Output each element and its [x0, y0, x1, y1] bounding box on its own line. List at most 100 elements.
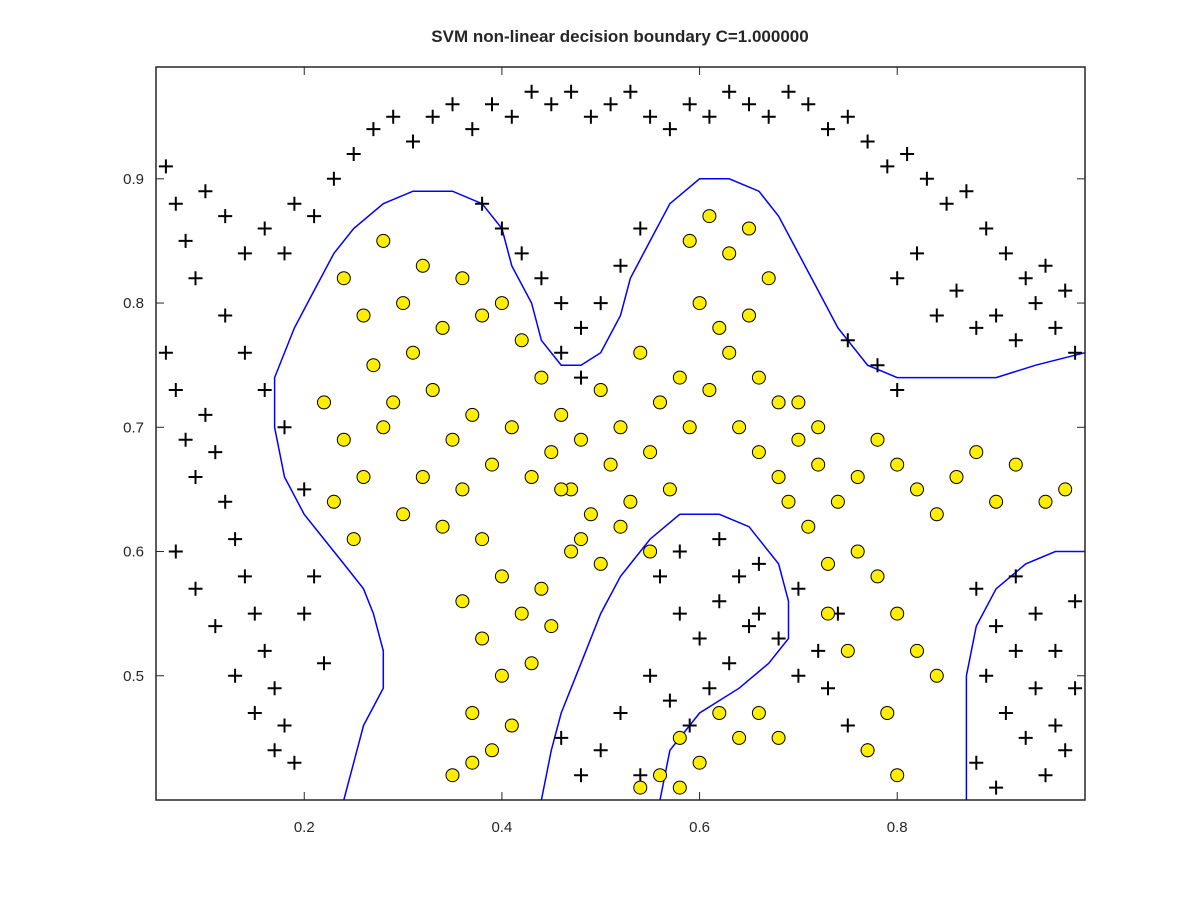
x-tick-label: 0.4 — [491, 819, 512, 836]
plus-marker — [277, 718, 292, 733]
plus-marker — [989, 780, 1004, 795]
circle-marker — [376, 420, 391, 435]
circle-marker — [494, 569, 509, 584]
circle-marker — [514, 606, 529, 621]
plus-marker — [682, 97, 697, 112]
plus-marker — [574, 768, 588, 783]
circle-marker — [801, 519, 816, 534]
circle-marker — [890, 606, 905, 621]
circle-marker — [465, 706, 480, 720]
circle-marker — [1058, 482, 1073, 497]
circle-marker — [742, 221, 756, 236]
circle-marker — [929, 507, 944, 522]
plus-marker — [287, 196, 302, 211]
plus-marker — [267, 681, 282, 696]
plus-marker — [247, 606, 262, 621]
circle-marker — [376, 233, 391, 248]
plus-marker — [583, 109, 598, 124]
plus-marker — [811, 643, 826, 658]
circle-marker — [821, 606, 835, 621]
plus-marker — [237, 246, 252, 261]
decision-boundary-line — [540, 513, 790, 801]
plus-marker — [1048, 718, 1063, 733]
plus-marker — [989, 619, 1004, 634]
circle-marker — [583, 507, 598, 522]
circle-marker — [672, 370, 687, 385]
circle-marker — [504, 420, 519, 435]
plus-marker — [751, 556, 766, 571]
plus-marker — [979, 668, 994, 683]
plus-marker — [949, 283, 964, 298]
circle-marker — [475, 308, 490, 323]
x-tick-label: 0.6 — [689, 819, 710, 836]
plus-marker — [791, 668, 806, 683]
plus-marker — [969, 755, 984, 770]
plus-marker — [998, 246, 1013, 261]
plus-marker — [554, 345, 569, 360]
plus-marker — [158, 345, 173, 360]
plus-marker — [1028, 606, 1043, 621]
decision-boundary-layer — [273, 178, 1086, 801]
plus-marker — [1018, 730, 1033, 745]
circle-marker — [929, 668, 944, 683]
plus-marker — [998, 706, 1013, 720]
circle-marker — [465, 407, 480, 422]
plus-marker — [939, 196, 954, 211]
plus-marker — [722, 84, 737, 99]
plus-marker — [929, 308, 944, 323]
circle-marker — [425, 383, 440, 397]
circle-marker — [593, 383, 608, 397]
plus-marker — [1048, 320, 1063, 335]
circle-marker — [465, 755, 480, 770]
circle-marker — [840, 643, 855, 658]
circle-marker — [880, 706, 895, 720]
plus-marker — [574, 370, 588, 385]
circle-marker — [821, 556, 835, 571]
plus-marker-layer — [158, 84, 1083, 795]
x-axis-ticks: 0.2 0.4 0.6 0.8 — [294, 67, 908, 836]
circle-marker — [722, 345, 737, 360]
circle-marker — [771, 395, 786, 410]
plus-marker — [791, 581, 806, 596]
plus-marker — [425, 109, 440, 124]
circle-marker — [475, 532, 490, 547]
circle-marker — [781, 494, 796, 509]
circle-marker — [910, 482, 924, 497]
circle-marker — [356, 470, 371, 484]
circle-marker — [949, 470, 964, 484]
plus-marker — [534, 271, 549, 286]
plus-marker — [257, 383, 272, 397]
plus-marker — [237, 569, 252, 584]
circle-marker — [455, 594, 470, 609]
plus-marker — [1048, 643, 1063, 658]
circle-marker — [751, 370, 766, 385]
plus-marker — [919, 171, 934, 186]
circle-marker — [603, 457, 618, 472]
circle-marker — [761, 271, 776, 286]
plus-marker — [751, 606, 766, 621]
plus-marker — [406, 134, 420, 149]
plus-marker — [880, 159, 895, 174]
circle-marker — [692, 755, 707, 770]
plus-marker — [821, 681, 835, 696]
circle-marker — [732, 420, 747, 435]
plus-marker — [208, 619, 223, 634]
plus-marker — [346, 147, 361, 161]
circle-marker — [485, 743, 499, 758]
y-tick-label: 0.8 — [123, 295, 144, 312]
circle-marker — [751, 706, 766, 720]
plus-marker — [158, 159, 173, 174]
plus-marker — [712, 594, 727, 609]
circle-marker — [336, 271, 351, 286]
plus-marker — [504, 109, 519, 124]
circle-marker — [811, 457, 826, 472]
y-tick-label: 0.9 — [123, 171, 144, 188]
decision-boundary-line — [965, 550, 1085, 800]
plus-marker — [781, 84, 796, 99]
circle-marker — [396, 296, 411, 311]
circle-marker — [386, 395, 401, 410]
plus-marker — [178, 432, 193, 447]
circle-marker — [890, 457, 905, 472]
plus-marker — [910, 246, 924, 261]
circle-marker — [910, 643, 924, 658]
